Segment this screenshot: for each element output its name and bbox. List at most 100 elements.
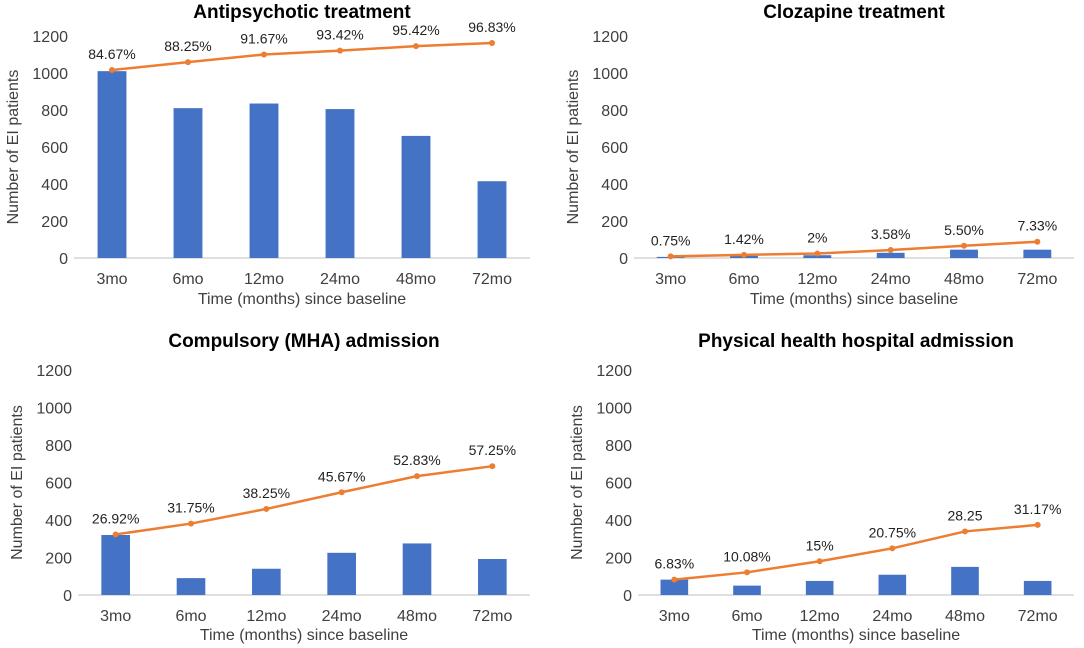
y-tick-label: 400 (41, 177, 68, 194)
line-point (112, 531, 119, 538)
bar (876, 252, 905, 258)
x-tick-label: 24mo (322, 608, 362, 625)
chart-title: Antipsychotic treatment (193, 2, 411, 23)
y-tick-label: 0 (623, 588, 632, 605)
y-tick-label: 1200 (596, 363, 632, 380)
x-tick-label: 3mo (96, 271, 127, 288)
x-tick-label: 3mo (659, 608, 690, 625)
y-axis-label: Number of EI patients (5, 70, 22, 225)
y-tick-label: 1000 (592, 66, 628, 83)
line-point (414, 473, 420, 480)
y-tick-label: 200 (601, 214, 628, 231)
bar (249, 103, 279, 259)
x-axis-label: Time (months) since baseline (750, 291, 958, 308)
y-tick-label: 400 (605, 513, 632, 530)
y-tick-label: 600 (605, 476, 632, 493)
x-tick-label: 48mo (945, 608, 985, 625)
bar (950, 249, 978, 258)
bar (805, 580, 834, 595)
line-data-label: 1.42% (724, 231, 764, 247)
y-tick-label: 400 (601, 177, 628, 194)
y-tick-label: 200 (605, 551, 632, 568)
bar (97, 71, 127, 259)
bar (477, 181, 507, 258)
y-tick-label: 800 (45, 438, 72, 455)
line-data-label: 15% (806, 537, 834, 553)
y-tick-label: 400 (45, 513, 72, 530)
line-point (744, 569, 750, 576)
bar (402, 543, 432, 595)
line-point (816, 558, 823, 565)
percentage-line (115, 464, 493, 536)
bar (733, 585, 761, 595)
x-tick-label: 72mo (1017, 271, 1057, 288)
x-tick-label: 3mo (100, 608, 131, 625)
line-data-label: 95.42% (392, 22, 439, 38)
y-axis-label: Number of EI patients (565, 70, 582, 225)
line-point (667, 253, 674, 260)
percentage-line (111, 41, 493, 72)
line-data-label: 31.17% (1014, 501, 1061, 517)
x-tick-label: 12mo (244, 271, 284, 288)
line-data-label: 3.58% (871, 226, 911, 242)
bar (176, 578, 206, 595)
y-tick-label: 1200 (592, 29, 628, 46)
bar (101, 535, 130, 595)
chart-panel-1: Antipsychotic treatment 0 200 400 600 800 1000… (5, 2, 530, 308)
y-tick-label: 800 (41, 103, 68, 120)
line-data-label: 52.83% (393, 452, 440, 468)
line-point (489, 463, 496, 470)
line-point (1034, 238, 1041, 245)
line-data-label: 28.25 (947, 507, 982, 523)
percentage-line (674, 523, 1038, 581)
line-point (185, 59, 191, 66)
y-tick-label: 1200 (36, 363, 72, 380)
line-data-label: 7.33% (1017, 218, 1057, 234)
x-axis-label: Time (months) since baseline (200, 627, 408, 644)
x-tick-label: 72mo (472, 608, 512, 625)
y-tick-label: 800 (605, 438, 632, 455)
line-data-label: 88.25% (164, 38, 211, 54)
y-tick-label: 200 (41, 214, 68, 231)
x-tick-label: 48mo (944, 271, 984, 288)
percentage-line (670, 240, 1038, 258)
bar (173, 108, 203, 259)
line-data-label: 20.75% (869, 524, 916, 540)
line-point (962, 528, 968, 535)
x-axis-label: Time (months) since baseline (752, 627, 960, 644)
bar (1023, 580, 1052, 595)
line-data-label: 26.92% (92, 510, 139, 526)
bar (878, 574, 907, 595)
chart-title: Clozapine treatment (763, 2, 945, 23)
y-tick-label: 600 (41, 140, 68, 157)
line-point (1034, 521, 1041, 528)
line-data-label: 6.83% (654, 556, 694, 572)
line-data-label: 10.08% (723, 548, 770, 564)
line-point (671, 576, 678, 583)
x-tick-label: 24mo (320, 271, 360, 288)
x-tick-label: 24mo (872, 608, 912, 625)
line-data-label: 38.25% (243, 485, 290, 501)
bar (803, 255, 832, 258)
line-point (489, 40, 495, 47)
chart-title: Physical health hospital admission (698, 331, 1014, 352)
x-tick-label: 6mo (731, 608, 762, 625)
x-tick-label: 48mo (396, 271, 436, 288)
bar (660, 579, 689, 595)
y-tick-label: 1000 (596, 401, 632, 418)
line-data-label: 57.25% (469, 442, 516, 458)
chart-panel-4: Physical health hospital admission 0 200 40… (569, 331, 1074, 644)
x-tick-label: 6mo (175, 608, 206, 625)
line-data-label: 2% (807, 230, 827, 246)
chart-panel-3: Compulsory (MHA) admission 0 200 400 600 800 1… (9, 331, 530, 644)
line-data-label: 5.50% (944, 222, 984, 238)
chart-title: Compulsory (MHA) admission (168, 331, 439, 352)
line-point (961, 242, 967, 249)
x-tick-label: 24mo (871, 271, 911, 288)
line-data-label: 45.67% (318, 468, 365, 484)
bar (478, 559, 507, 595)
y-tick-label: 0 (63, 588, 72, 605)
line-point (261, 51, 267, 58)
x-tick-label: 72mo (1018, 608, 1058, 625)
